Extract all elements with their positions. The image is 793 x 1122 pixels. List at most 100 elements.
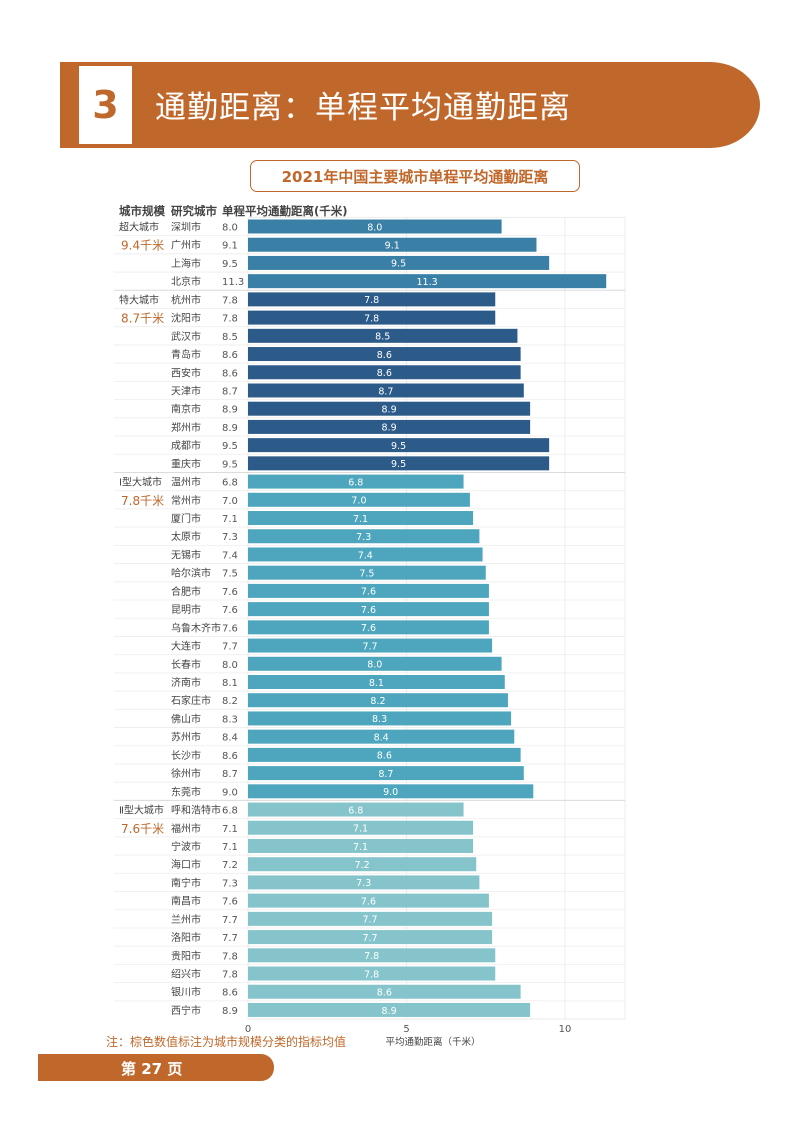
- value-label: 7.4: [222, 550, 238, 561]
- value-label: 8.6: [222, 368, 238, 379]
- value-label: 8.6: [222, 751, 238, 762]
- bar-data-label: 8.0: [367, 660, 382, 671]
- bar: [248, 419, 531, 434]
- city-label: 合肥市: [171, 585, 201, 598]
- city-label: 深圳市: [171, 221, 201, 234]
- bar: [248, 966, 496, 981]
- value-label: 11.3: [222, 277, 244, 288]
- value-label: 8.9: [222, 423, 238, 434]
- bar-data-label: 11.3: [417, 277, 438, 288]
- bar: [248, 784, 534, 799]
- page-number: 第 27 页: [121, 1060, 183, 1078]
- bar: [248, 347, 521, 362]
- value-label: 7.1: [222, 514, 238, 525]
- bar-data-label: 7.6: [361, 896, 376, 907]
- city-label: 长春市: [171, 658, 201, 671]
- city-label: 石家庄市: [171, 694, 211, 707]
- value-label: 8.7: [222, 769, 238, 780]
- city-label: 宁波市: [171, 840, 201, 853]
- bar-data-label: 8.9: [382, 405, 397, 416]
- city-label: 东莞市: [171, 785, 201, 798]
- city-label: 武汉市: [171, 330, 201, 343]
- group-label: Ⅰ型大城市: [119, 476, 162, 489]
- value-label: 8.0: [222, 223, 238, 234]
- city-label: 南京市: [171, 403, 201, 416]
- bar: [248, 274, 607, 289]
- bar-data-label: 9.5: [391, 459, 406, 470]
- bar-data-label: 8.3: [372, 714, 387, 725]
- value-label: 7.6: [222, 897, 238, 908]
- bar-data-label: 8.1: [369, 678, 384, 689]
- bar: [248, 948, 496, 963]
- value-label: 8.7: [222, 386, 238, 397]
- city-label: 乌鲁木齐市: [171, 621, 221, 634]
- bar: [248, 219, 502, 234]
- city-label: 南宁市: [171, 876, 201, 889]
- city-label: 重庆市: [171, 457, 201, 470]
- bar-data-label: 7.8: [364, 969, 379, 980]
- footer-bar: [38, 1054, 274, 1081]
- bar: [248, 492, 470, 507]
- bar-data-label: 8.6: [377, 350, 392, 361]
- bar: [248, 857, 477, 872]
- bar: [248, 474, 464, 489]
- bar-data-label: 8.6: [377, 751, 392, 762]
- value-label: 8.2: [222, 696, 238, 707]
- bar: [248, 310, 496, 325]
- value-label: 7.7: [222, 933, 238, 944]
- city-label: 北京市: [171, 275, 201, 288]
- value-label: 7.3: [222, 878, 238, 889]
- bar: [248, 602, 489, 617]
- bar: [248, 456, 550, 471]
- group-label: Ⅱ型大城市: [119, 804, 164, 817]
- value-label: 8.0: [222, 660, 238, 671]
- group-average: 8.7千米: [121, 312, 164, 326]
- city-label: 成都市: [171, 439, 201, 452]
- city-label: 西宁市: [171, 1004, 201, 1017]
- bar: [248, 893, 489, 908]
- value-label: 9.5: [222, 259, 238, 270]
- bar-data-label: 7.6: [361, 605, 376, 616]
- section-title: 通勤距离：单程平均通勤距离: [155, 90, 571, 126]
- x-axis-label: 平均通勤距离（千米）: [385, 1036, 480, 1048]
- value-label: 8.9: [222, 1006, 238, 1017]
- city-label: 昆明市: [171, 603, 201, 616]
- bar: [248, 930, 493, 945]
- value-label: 9.1: [222, 241, 238, 252]
- bar: [248, 675, 505, 689]
- bar: [248, 1002, 531, 1017]
- bar-data-label: 7.6: [361, 623, 376, 634]
- bar: [248, 565, 486, 580]
- bar-data-label: 7.5: [359, 568, 374, 579]
- value-label: 7.8: [222, 295, 238, 306]
- group-label: 超大城市: [119, 221, 159, 234]
- bar-data-label: 7.8: [364, 313, 379, 324]
- group-label: 特大城市: [119, 293, 159, 306]
- bar: [248, 747, 521, 762]
- value-label: 7.7: [222, 915, 238, 926]
- bar-data-label: 7.6: [361, 587, 376, 598]
- section-number-box: 3: [79, 66, 132, 144]
- city-label: 沈阳市: [171, 312, 201, 325]
- bar: [248, 984, 521, 999]
- city-label: 青岛市: [171, 348, 201, 361]
- value-label: 7.6: [222, 623, 238, 634]
- bar-data-label: 7.7: [362, 915, 377, 926]
- bar-data-label: 7.1: [353, 514, 368, 525]
- value-label: 8.5: [222, 332, 238, 343]
- bar: [248, 237, 537, 252]
- value-label: 7.8: [222, 951, 238, 962]
- value-label: 9.5: [222, 459, 238, 470]
- section-banner: [60, 62, 760, 148]
- city-label: 贵阳市: [171, 949, 201, 962]
- value-label: 8.3: [222, 714, 238, 725]
- chart-note: 注：棕色数值标注为城市规模分类的指标均值: [106, 1035, 347, 1049]
- city-label: 兰州市: [171, 913, 201, 926]
- city-label: 洛阳市: [171, 931, 201, 944]
- bar-data-label: 7.1: [353, 824, 368, 835]
- bar: [248, 693, 508, 708]
- bar: [248, 875, 480, 890]
- city-label: 无锡市: [171, 548, 201, 561]
- city-label: 杭州市: [171, 293, 201, 306]
